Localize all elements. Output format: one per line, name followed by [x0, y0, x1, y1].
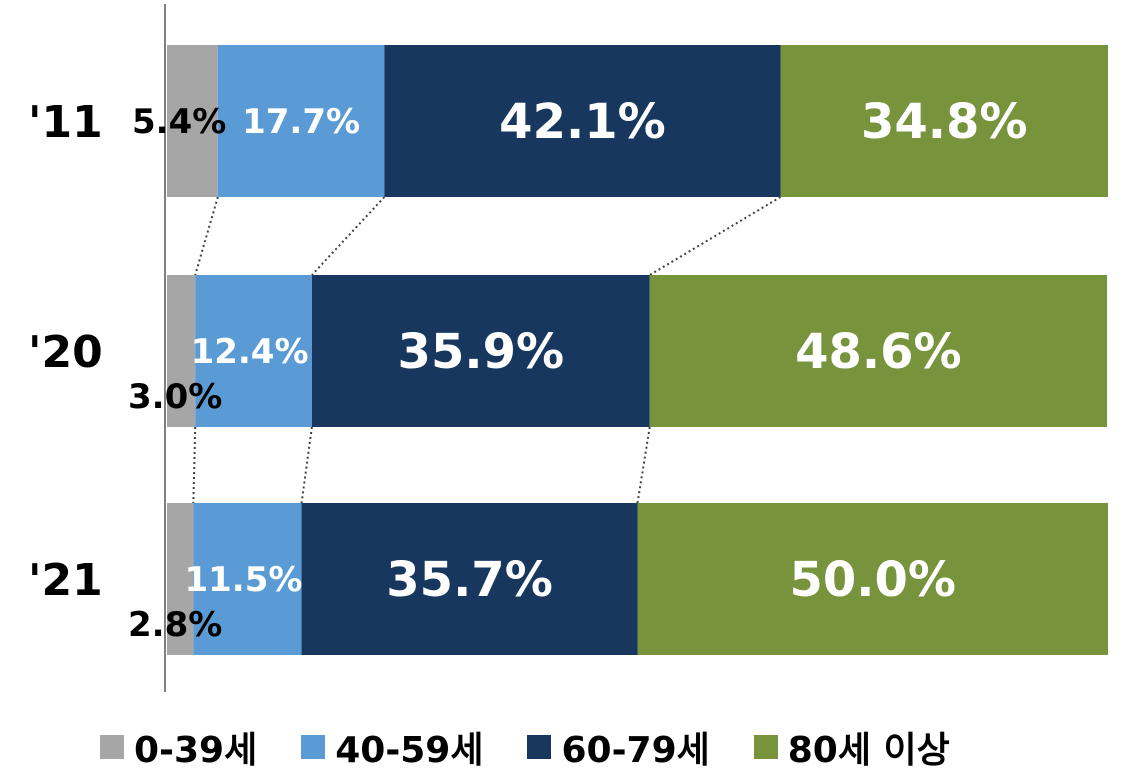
bar-segment [167, 503, 194, 655]
legend-swatch [301, 735, 326, 759]
category-label: '21 [28, 555, 103, 606]
data-label: 48.6% [795, 324, 962, 380]
legend-swatch [100, 735, 124, 759]
connector-lines [192, 196, 782, 504]
data-label: 50.0% [789, 552, 956, 608]
legend-label: 80세 이상 [787, 730, 950, 771]
connector-line [194, 196, 219, 276]
bar-segment [195, 275, 312, 427]
data-label: 2.8% [128, 605, 222, 645]
bars [167, 45, 1108, 655]
legend-swatch [527, 735, 552, 759]
bar-segment [649, 275, 1108, 427]
category-label: '20 [28, 327, 103, 378]
bar-segment [384, 45, 781, 197]
legend-swatch [753, 735, 778, 759]
connector-line [192, 426, 197, 504]
data-label: 42.1% [499, 94, 666, 150]
data-label: 3.0% [128, 377, 222, 417]
data-label: 35.7% [386, 552, 553, 608]
legend-item-80-plus: 80세 이상 [753, 721, 950, 773]
connector-line [300, 426, 313, 504]
bar-segment [167, 45, 218, 197]
data-label: 17.7% [242, 102, 360, 142]
data-label: 11.5% [184, 560, 302, 600]
legend: 0-39세 40-59세 60-79세 80세 이상 [100, 722, 1100, 772]
legend-item-40-59: 40-59세 [301, 721, 483, 773]
bar-segment [780, 45, 1108, 197]
data-label: 12.4% [191, 332, 309, 372]
data-label: 5.4% [132, 102, 226, 142]
data-label: 34.8% [861, 94, 1028, 150]
bar-segment [193, 503, 302, 655]
bar-segment [637, 503, 1108, 655]
legend-label: 60-79세 [561, 730, 710, 771]
legend-item-60-79: 60-79세 [527, 721, 710, 773]
category-labels: '11 '20 '21 [28, 97, 103, 606]
bar-segment [217, 45, 385, 197]
bar-segment [301, 503, 638, 655]
data-labels: 5.4% 17.7% 42.1% 34.8% 3.0% 12.4% 35.9% 48.6% 2.… [128, 94, 1028, 645]
data-label: 35.9% [398, 324, 565, 380]
bar-segment [311, 275, 650, 427]
connector-line [636, 426, 651, 504]
connector-line [311, 196, 386, 276]
connector-line [649, 196, 782, 276]
legend-label: 40-59세 [335, 730, 484, 771]
stacked-bar-chart: '11 '20 '21 5.4% 17.7% 42.1% 34.8% 3.0% 12.4% 35… [28, 4, 1108, 692]
bar-segment [167, 275, 196, 427]
legend-item-0-39: 0-39세 [100, 721, 257, 773]
legend-label: 0-39세 [134, 730, 258, 771]
category-label: '11 [28, 97, 103, 148]
